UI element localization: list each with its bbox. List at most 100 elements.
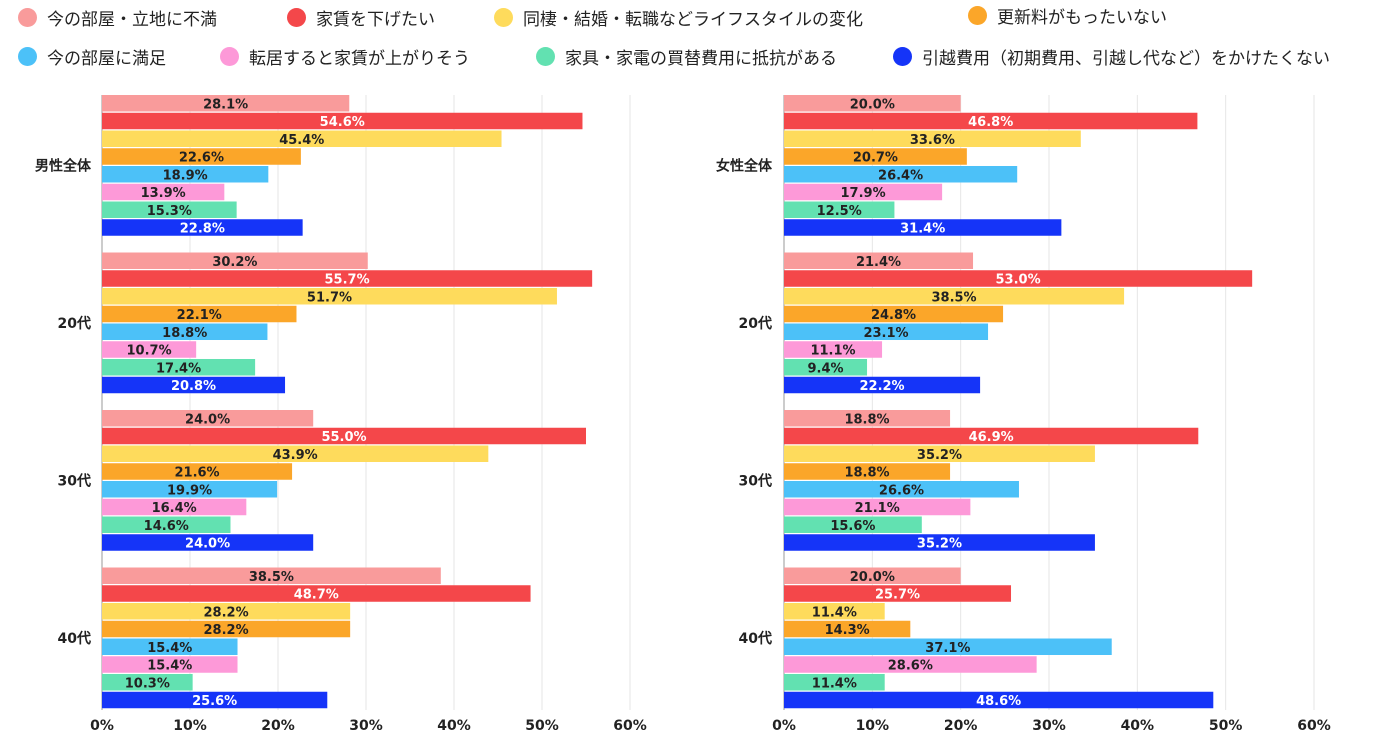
bar [102, 201, 237, 218]
legend-item-moving-cost: 引越費用（初期費用、引越し代など）をかけたくない [893, 44, 1330, 69]
bar-value-label: 20.7% [853, 151, 898, 166]
x-tick-label: 20% [944, 718, 978, 734]
legend-label: 家賃を下げたい [316, 9, 435, 30]
bar-value-label: 18.8% [844, 412, 889, 427]
bar-value-label: 15.4% [147, 641, 192, 656]
bar-value-label: 35.2% [917, 537, 962, 552]
bar-value-label: 31.4% [900, 222, 945, 237]
bar-value-label: 11.4% [812, 605, 857, 620]
bar [784, 252, 974, 269]
bar [784, 376, 981, 394]
bar-value-label: 24.8% [871, 308, 916, 323]
bar [784, 481, 1019, 498]
bar-value-label: 20.8% [171, 379, 216, 394]
bar-value-label: 21.1% [855, 501, 900, 516]
category-label: 40代 [739, 630, 772, 647]
bar-value-label: 18.8% [162, 326, 207, 341]
bar [784, 166, 1018, 183]
bar-value-label: 28.1% [203, 97, 248, 112]
bar-value-label: 43.9% [273, 448, 318, 463]
bar [784, 201, 895, 218]
bar-value-label: 15.4% [147, 659, 192, 674]
bar-value-label: 15.3% [147, 204, 192, 219]
legend-swatch-moving-cost [893, 46, 912, 66]
bar [102, 691, 328, 709]
legend-swatch-lifestyle-change [494, 7, 513, 27]
bar-value-label: 45.4% [279, 133, 324, 148]
bar [102, 445, 489, 462]
chart-legend: 今の部屋・立地に不満 家賃を下げたい 同棲・結婚・転職などライフスタイルの変化 … [0, 0, 1374, 80]
bar-value-label: 21.4% [856, 255, 901, 270]
bar [102, 341, 197, 358]
bar [102, 481, 278, 498]
category-label: 女性全体 [716, 157, 773, 174]
bar [102, 376, 286, 394]
bar-value-label: 12.5% [817, 204, 862, 219]
bar-value-label: 26.4% [878, 168, 923, 183]
bar [102, 323, 268, 340]
legend-label: 今の部屋に満足 [47, 48, 166, 69]
legend-item-lower-rent: 家賃を下げたい [287, 5, 435, 30]
bar-value-label: 25.7% [875, 588, 920, 603]
bar-value-label: 28.2% [204, 623, 249, 638]
bar [784, 674, 885, 691]
bar-value-label: 54.6% [320, 115, 365, 130]
legend-item-room-dissatisfied: 今の部屋・立地に不満 [18, 5, 217, 30]
category-label: 20代 [58, 315, 91, 332]
bar [784, 516, 922, 533]
bar-value-label: 19.9% [167, 483, 212, 498]
bar-value-label: 11.1% [810, 344, 855, 359]
bar [784, 427, 1199, 445]
bar-value-label: 48.7% [294, 588, 339, 603]
bar-value-label: 17.4% [156, 361, 201, 376]
bar-value-label: 37.1% [925, 641, 970, 656]
bar-value-label: 14.6% [144, 519, 189, 534]
category-label: 30代 [58, 472, 91, 489]
legend-item-room-satisfied: 今の部屋に満足 [18, 44, 166, 69]
x-tick-label: 10% [856, 718, 890, 734]
bar [102, 656, 238, 673]
bar [102, 166, 269, 183]
legend-label: 転居すると家賃が上がりそう [249, 48, 470, 69]
bar-value-label: 14.3% [825, 623, 870, 638]
bar [784, 445, 1095, 462]
bar [784, 498, 971, 516]
bar [102, 219, 303, 236]
bar-value-label: 55.7% [325, 273, 370, 288]
bar [784, 603, 885, 620]
bar [102, 410, 314, 427]
bar-value-label: 26.6% [879, 483, 924, 498]
legend-swatch-furniture-cost [536, 46, 555, 66]
bar [102, 95, 350, 112]
legend-item-furniture-cost: 家具・家電の買替費用に抵抗がある [536, 44, 837, 69]
bar-value-label: 38.5% [931, 290, 976, 305]
bar-value-label: 38.5% [249, 570, 294, 585]
legend-swatch-room-dissatisfied [18, 7, 37, 27]
bar [784, 95, 961, 112]
x-tick-label: 40% [437, 718, 471, 734]
bar-value-label: 24.0% [185, 537, 230, 552]
bar [784, 638, 1112, 655]
bar [784, 183, 943, 201]
bar [102, 270, 593, 287]
legend-label: 引越費用（初期費用、引越し代など）をかけたくない [922, 48, 1330, 69]
legend-label: 同棲・結婚・転職などライフスタイルの変化 [523, 9, 863, 30]
bar-value-label: 25.6% [192, 694, 237, 709]
bar [784, 585, 1012, 602]
legend-label: 今の部屋・立地に不満 [47, 9, 217, 30]
legend-swatch-renewal-fee [968, 5, 987, 25]
bar [102, 183, 225, 201]
bar-value-label: 48.6% [976, 694, 1021, 709]
bar [784, 567, 961, 584]
bar-value-label: 18.8% [844, 466, 889, 481]
bar-value-label: 13.9% [141, 186, 186, 201]
bar [102, 288, 557, 305]
legend-item-rent-rise: 転居すると家賃が上がりそう [220, 44, 470, 69]
category-label: 男性全体 [35, 157, 92, 174]
bar [102, 603, 351, 620]
bar-value-label: 9.4% [807, 361, 843, 376]
bar-value-label: 33.6% [910, 133, 955, 148]
bar-value-label: 15.6% [830, 519, 875, 534]
bar-value-label: 17.9% [841, 186, 886, 201]
